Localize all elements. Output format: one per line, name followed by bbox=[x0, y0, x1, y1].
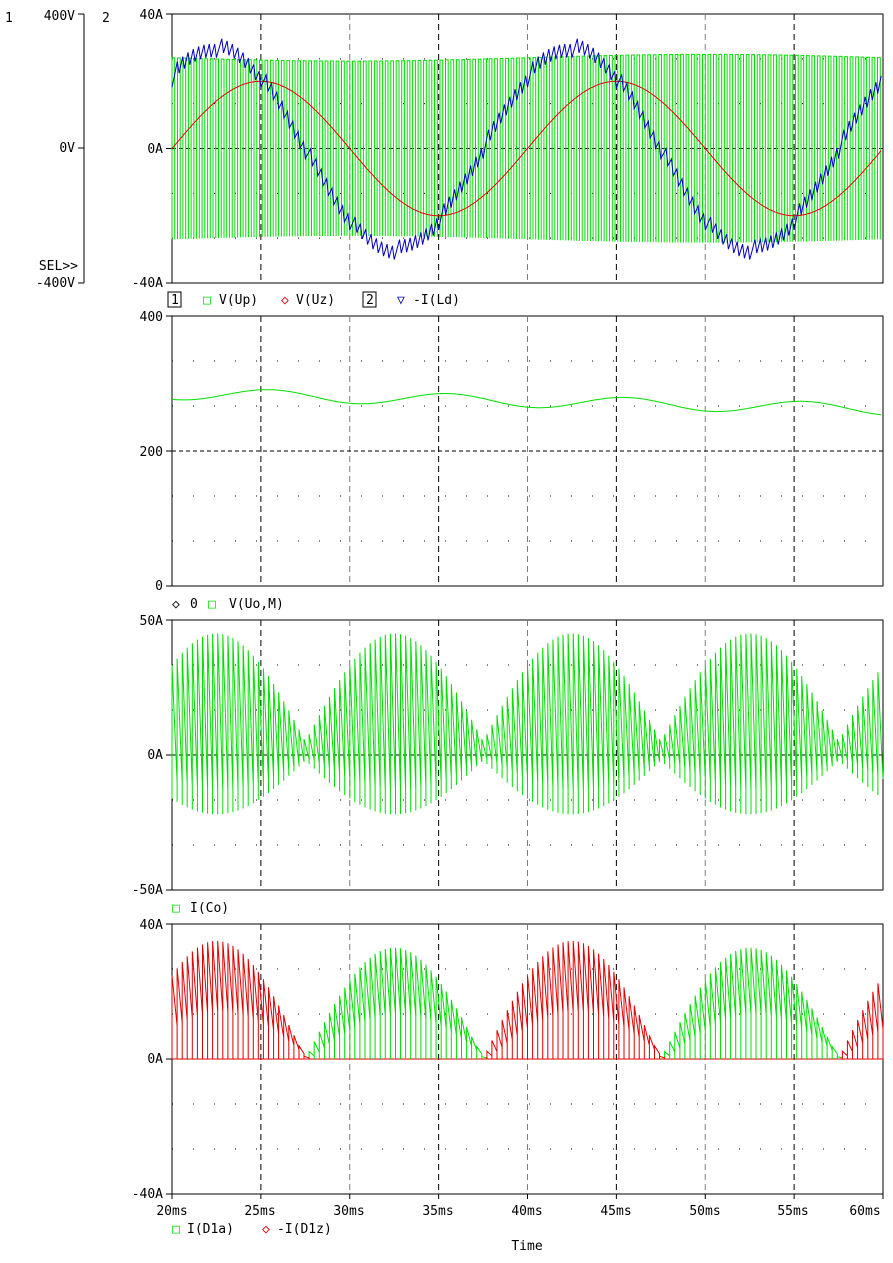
trace-v-uo bbox=[171, 389, 882, 416]
panel2-legend: ◇ 0 □ V(Uo,M) bbox=[172, 597, 284, 612]
panel4-legend: □ I(D1a) ◇ -I(D1z) bbox=[172, 1222, 332, 1237]
trace-i-d1z bbox=[171, 940, 884, 1059]
p3-ytick-mid: 0A bbox=[147, 748, 163, 763]
p2-ytick-top: 400 bbox=[140, 310, 163, 325]
trace-v-up bbox=[171, 53, 881, 243]
p3-ytick-bot: -50A bbox=[132, 883, 163, 898]
legend3-marker: ▽ bbox=[397, 293, 405, 308]
p3-ytick-top: 50A bbox=[140, 614, 164, 629]
axis2-id: 2 bbox=[102, 11, 110, 26]
axis1-label-bot: -400V bbox=[36, 276, 75, 291]
x-tick-labels: 20ms 25ms 30ms 35ms 40ms 45ms 50ms 55ms … bbox=[156, 1204, 880, 1219]
legend6-marker: □ bbox=[172, 901, 180, 916]
legend7-name[interactable]: I(D1a) bbox=[187, 1222, 234, 1237]
trace-v-uz bbox=[171, 80, 882, 217]
x-tick-label: 55ms bbox=[777, 1204, 808, 1219]
x-tick-label: 30ms bbox=[333, 1204, 364, 1219]
legend3-name[interactable]: -I(Ld) bbox=[413, 293, 460, 308]
legend2-name[interactable]: V(Uz) bbox=[296, 293, 335, 308]
x-tick-label: 35ms bbox=[422, 1204, 453, 1219]
legend7-marker: □ bbox=[172, 1222, 180, 1237]
legend5-name[interactable]: V(Uo,M) bbox=[229, 597, 284, 612]
x-tick-label: 45ms bbox=[600, 1204, 631, 1219]
legend3-axis-id: 2 bbox=[366, 293, 374, 308]
x-tick-label: 50ms bbox=[689, 1204, 720, 1219]
p2-ytick-mid: 200 bbox=[140, 445, 163, 460]
p4-ytick-mid: 0A bbox=[147, 1052, 163, 1067]
legend1-marker: □ bbox=[203, 293, 211, 308]
trace-i-d1a bbox=[308, 947, 843, 1059]
p1-ytick-bot: -40A bbox=[132, 276, 163, 291]
legend8-marker: ◇ bbox=[262, 1222, 270, 1237]
panel3-legend: □ I(Co) bbox=[172, 901, 229, 916]
axis1-id: 1 bbox=[5, 11, 13, 26]
axis1-label-top: 400V bbox=[44, 9, 75, 24]
panel1-legend: 1 □ V(Up) ◇ V(Uz) 2 ▽ -I(Ld) bbox=[167, 291, 460, 308]
p2-ytick-bot: 0 bbox=[155, 579, 163, 594]
legend1-name[interactable]: V(Up) bbox=[219, 293, 258, 308]
legend4-marker: ◇ bbox=[172, 597, 180, 612]
legend8-name[interactable]: -I(D1z) bbox=[277, 1222, 332, 1237]
x-tick-label: 20ms bbox=[156, 1204, 187, 1219]
x-axis-title: Time bbox=[511, 1239, 542, 1254]
p1-ytick-top: 40A bbox=[140, 8, 164, 23]
legend5-marker: □ bbox=[208, 597, 216, 612]
legend2-marker: ◇ bbox=[281, 293, 289, 308]
legend6-name[interactable]: I(Co) bbox=[190, 901, 229, 916]
sel-marker[interactable]: SEL>> bbox=[39, 259, 78, 274]
y-tick-labels: 40A 0A -40A 400 200 0 50A 0A -50A 40A 0A… bbox=[132, 8, 163, 1202]
trace-i-co bbox=[171, 633, 884, 815]
x-tick-label: 40ms bbox=[511, 1204, 542, 1219]
legend4-name[interactable]: 0 bbox=[190, 597, 198, 612]
p1-ytick-mid: 0A bbox=[147, 142, 163, 157]
panel1-left-axis: 1 400V 0V SEL>> -400V 2 bbox=[5, 9, 110, 291]
p4-ytick-top: 40A bbox=[140, 918, 164, 933]
x-tick-label: 60ms bbox=[849, 1204, 880, 1219]
legend1-axis-id: 1 bbox=[171, 293, 179, 308]
axis1-label-mid: 0V bbox=[59, 141, 75, 156]
traces bbox=[171, 38, 884, 1060]
x-tick-label: 25ms bbox=[244, 1204, 275, 1219]
p4-ytick-bot: -40A bbox=[132, 1187, 163, 1202]
trace-i-ld bbox=[171, 38, 882, 260]
